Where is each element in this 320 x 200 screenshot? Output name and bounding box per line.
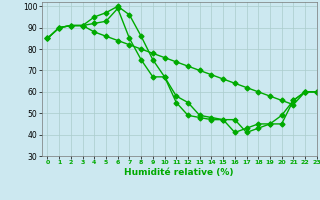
X-axis label: Humidité relative (%): Humidité relative (%) (124, 168, 234, 177)
